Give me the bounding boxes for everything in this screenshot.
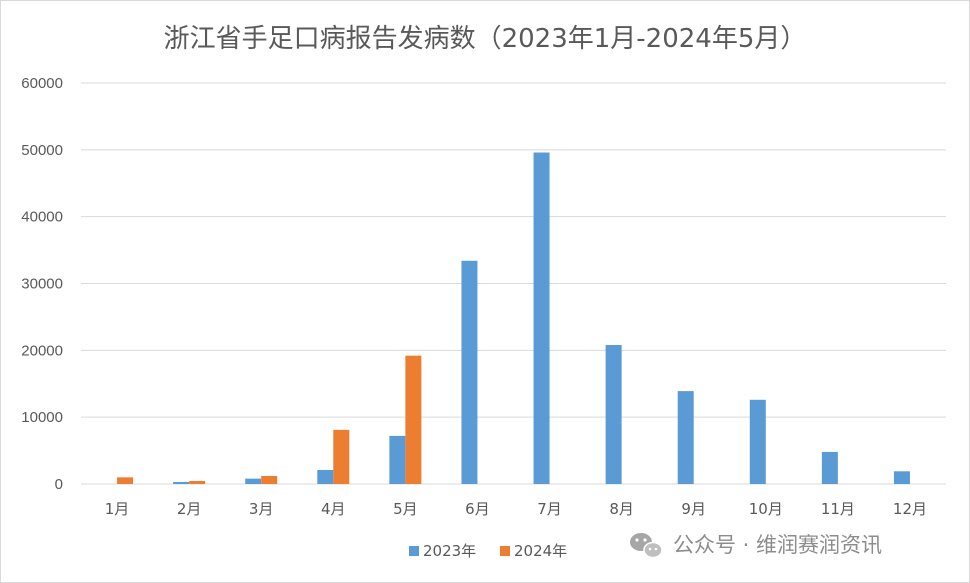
x-tick-label: 4月 — [321, 500, 346, 518]
bar-series1-5 — [389, 435, 406, 484]
bar-series1-12 — [893, 471, 910, 484]
y-tick-label: 30000 — [21, 276, 63, 293]
x-tick-label: 11月 — [821, 500, 855, 518]
bar-series2-4 — [333, 429, 350, 484]
y-tick-label: 50000 — [21, 142, 63, 159]
legend-swatch — [500, 546, 510, 556]
bar-series1-9 — [677, 391, 694, 484]
chart-title: 浙江省手足口病报告发病数（2023年1月-2024年5月） — [164, 24, 807, 54]
x-tick-label: 7月 — [537, 500, 562, 518]
x-tick-label: 6月 — [465, 500, 490, 518]
bar-series1-3 — [245, 478, 262, 484]
y-tick-label: 0 — [55, 476, 63, 493]
bar-series1-8 — [605, 344, 622, 484]
x-tick-label: 12月 — [893, 500, 927, 518]
x-axis-ticks: 1月 2月 3月 4月 5月 6月 7月 8月 9月 10月 11月 12月 — [105, 500, 927, 518]
legend: 2023年 2024年 — [409, 542, 567, 560]
x-tick-label: 3月 — [249, 500, 274, 518]
bar-series2-3 — [261, 475, 278, 484]
legend-label: 2024年 — [514, 542, 567, 560]
wechat-icon — [630, 533, 663, 559]
bars — [117, 152, 910, 485]
watermark-text: 公众号 · 维润赛润资讯 — [673, 533, 882, 557]
legend-label: 2023年 — [423, 542, 476, 560]
y-tick-label: 40000 — [21, 209, 63, 226]
bar-series2-2 — [189, 480, 206, 484]
bar-series1-2 — [173, 481, 190, 484]
x-tick-label: 1月 — [105, 500, 130, 518]
y-tick-label: 10000 — [21, 409, 63, 426]
x-tick-label: 10月 — [749, 500, 783, 518]
watermark: 公众号 · 维润赛润资讯 — [630, 533, 882, 559]
x-tick-label: 8月 — [609, 500, 634, 518]
gridlines — [81, 82, 946, 485]
bar-series2-5 — [405, 355, 422, 484]
bar-series1-7 — [533, 152, 550, 485]
y-tick-label: 60000 — [21, 75, 63, 92]
bar-series1-4 — [317, 469, 334, 484]
x-tick-label: 5月 — [393, 500, 418, 518]
y-axis-ticks: 0 10000 20000 30000 40000 50000 60000 — [21, 75, 63, 493]
bar-series1-11 — [821, 451, 838, 484]
bar-series1-6 — [461, 260, 478, 484]
legend-swatch — [409, 546, 419, 556]
x-tick-label: 2月 — [177, 500, 202, 518]
y-tick-label: 20000 — [21, 342, 63, 359]
bar-series2-1 — [117, 477, 134, 484]
bar-series1-10 — [749, 399, 766, 484]
x-tick-label: 9月 — [681, 500, 706, 518]
